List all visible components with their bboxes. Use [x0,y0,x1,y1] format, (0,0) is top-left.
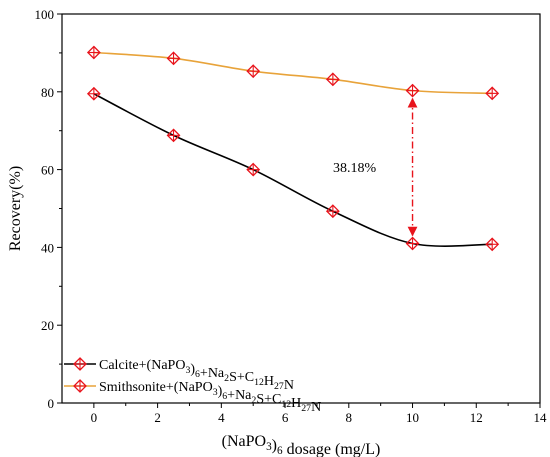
legend-marker [73,379,87,393]
legend-marker [73,357,87,371]
y-axis-label: Recovery(%) [7,166,24,251]
data-point-s1-2 [246,64,261,79]
data-point-s0-4 [405,236,420,251]
x-tick-label: 2 [154,410,161,425]
legend-label: Smithsonite+(NaPO3)6+Na2S+C12H27N [99,380,321,415]
x-tick-label: 10 [406,410,419,425]
x-tick-label: 12 [470,410,483,425]
data-point-s1-5 [485,86,500,101]
y-tick-label: 20 [41,318,54,333]
x-tick-label: 14 [534,410,548,425]
x-tick-label: 6 [282,410,289,425]
legend-entry-1: Smithsonite+(NaPO3)6+Na2S+C12H27N [64,379,321,415]
series-line-1 [93,51,493,95]
y-tick-label: 40 [41,240,54,255]
data-point-s1-4 [405,83,420,98]
data-point-s0-1 [166,128,181,143]
plot-frame [61,13,541,404]
y-tick-label: 100 [35,7,55,22]
difference-label: 38.18% [333,161,377,176]
legend-label: Calcite+(NaPO3)6+Na2S+C12H27N [99,358,294,393]
data-point-s1-0 [86,45,101,60]
data-point-s1-1 [166,51,181,66]
x-tick-label: 0 [91,410,98,425]
y-tick-label: 0 [48,396,55,411]
data-point-s0-2 [246,162,261,177]
y-tick-label: 80 [41,85,54,100]
x-tick-label: 4 [218,410,225,425]
data-point-s0-3 [325,204,340,219]
data-point-s0-5 [485,237,500,252]
legend-entry-0: Calcite+(NaPO3)6+Na2S+C12H27N [64,357,294,393]
x-tick-label: 8 [346,410,353,425]
x-axis-label: (NaPO3)6 dosage (mg/L) [222,433,381,457]
data-point-s0-0 [86,86,101,101]
data-point-s1-3 [325,72,340,87]
series-line-0 [93,93,493,247]
y-tick-label: 60 [41,163,54,178]
